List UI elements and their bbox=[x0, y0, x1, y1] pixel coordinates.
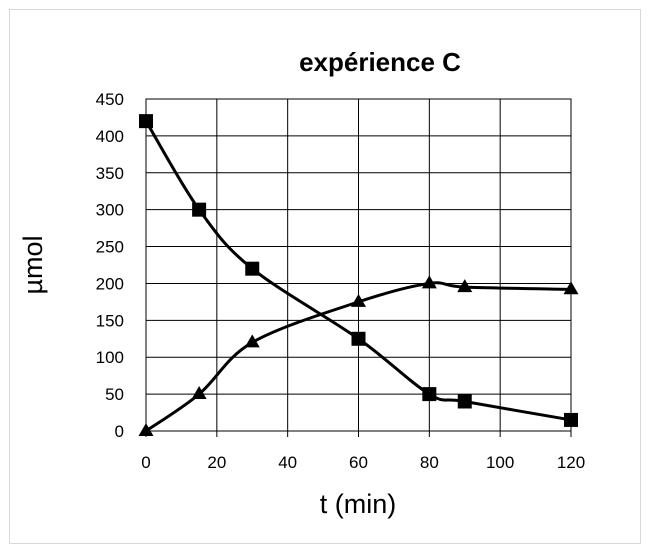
y-tick-label: 350 bbox=[96, 164, 124, 183]
square-marker bbox=[192, 202, 207, 217]
x-tick-label: 40 bbox=[278, 453, 297, 472]
tick-labels: 0 50 100 150 200 250 300 350 400 450 0 20 40 60 80 100 1… bbox=[96, 90, 586, 472]
y-tick-label: 200 bbox=[96, 274, 124, 293]
x-tick-label: 100 bbox=[486, 453, 514, 472]
square-marker bbox=[422, 387, 437, 402]
triangle-marker bbox=[457, 279, 473, 293]
x-tick-label: 0 bbox=[141, 453, 150, 472]
x-tick-label: 120 bbox=[557, 453, 585, 472]
plot-area-border bbox=[145, 98, 572, 432]
square-marker bbox=[139, 114, 153, 129]
y-tick-label: 100 bbox=[96, 348, 124, 367]
square-marker bbox=[245, 261, 260, 276]
y-tick-label: 450 bbox=[96, 90, 124, 109]
chart-frame bbox=[9, 9, 641, 544]
y-tick-label: 250 bbox=[96, 238, 124, 257]
triangle-marker bbox=[421, 275, 437, 289]
triangle-marker bbox=[191, 386, 207, 400]
series-square bbox=[139, 114, 578, 427]
y-tick-label: 0 bbox=[115, 422, 124, 441]
series-triangle bbox=[138, 275, 579, 436]
y-axis-label: µmol bbox=[18, 235, 48, 294]
series bbox=[138, 114, 579, 436]
y-tick-label: 50 bbox=[105, 385, 124, 404]
x-axis-label: t (min) bbox=[320, 489, 397, 519]
y-tick-label: 150 bbox=[96, 311, 124, 330]
y-tick-label: 300 bbox=[96, 201, 124, 220]
triangle-marker bbox=[563, 281, 579, 295]
square-marker bbox=[351, 331, 366, 346]
x-tick-label: 60 bbox=[349, 453, 368, 472]
x-tick-label: 20 bbox=[207, 453, 226, 472]
y-tick-label: 400 bbox=[96, 127, 124, 146]
triangle-marker bbox=[351, 293, 366, 307]
square-marker bbox=[564, 412, 578, 427]
square-marker bbox=[457, 394, 472, 409]
chart-title: expérience C bbox=[299, 47, 461, 77]
x-tick-label: 80 bbox=[420, 453, 439, 472]
grid bbox=[145, 98, 572, 437]
triangle-marker bbox=[244, 334, 260, 348]
triangle-marker bbox=[138, 422, 154, 436]
